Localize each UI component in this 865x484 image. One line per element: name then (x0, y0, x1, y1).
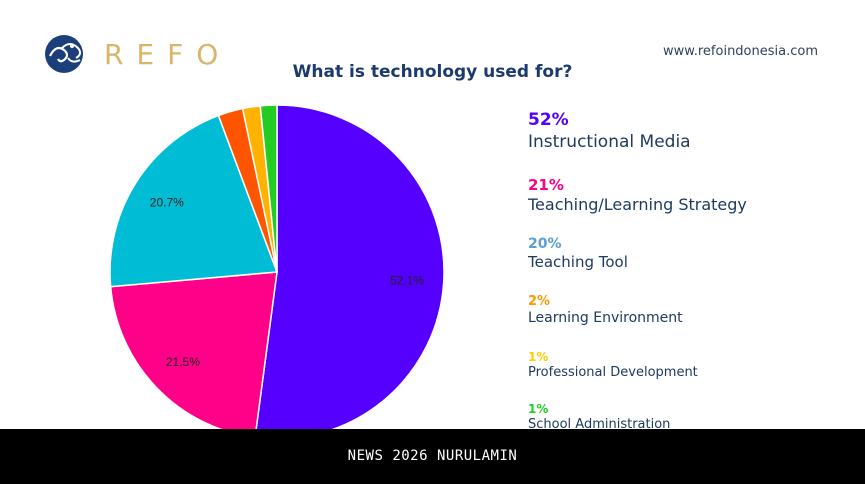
logo-text: REFO (104, 37, 232, 71)
legend-item: 52% Instructional Media (528, 110, 691, 152)
legend-percent: 1% (528, 402, 549, 416)
wave-logo-icon (45, 35, 83, 73)
pie-slice-label: 21.5% (166, 355, 200, 369)
legend-label: Teaching/Learning Strategy (528, 195, 747, 214)
pie-slice-school-administration (259, 104, 278, 273)
pie-slice-teaching-tool (109, 114, 279, 288)
brand-logo: REFO (42, 34, 231, 74)
legend-label: Learning Environment (528, 310, 683, 326)
legend-percent: 20% (528, 236, 562, 252)
pie-chart: 52.1% 21.5% 20.7% (109, 104, 445, 429)
legend-item: 20% Teaching Tool (528, 236, 628, 271)
legend-percent: 2% (528, 294, 551, 309)
legend-label: Professional Development (528, 365, 698, 380)
legend-percent: 52% (528, 110, 569, 130)
legend-label: Teaching Tool (528, 253, 628, 271)
pie-slice-instructional-media (255, 104, 445, 429)
chart-title: What is technology used for? (292, 62, 573, 82)
legend-item: 21% Teaching/Learning Strategy (528, 176, 747, 214)
legend-item: 1% Professional Development (528, 350, 698, 380)
legend-label: School Administration (528, 417, 671, 432)
pie-slice-label: 20.7% (150, 196, 184, 210)
pie-slice-label: 52.1% (390, 274, 424, 288)
legend-item: 2% Learning Environment (528, 294, 683, 326)
footer-banner: NEWS 2026 NURULAMIN (0, 429, 865, 484)
legend-percent: 1% (528, 350, 549, 364)
legend-label: Instructional Media (528, 132, 691, 152)
legend-percent: 21% (528, 176, 564, 194)
website-link[interactable]: www.refoindonesia.com (663, 44, 818, 59)
legend-item: 1% School Administration (528, 402, 670, 432)
pie-slice-teaching-learning-strategy (109, 271, 278, 429)
